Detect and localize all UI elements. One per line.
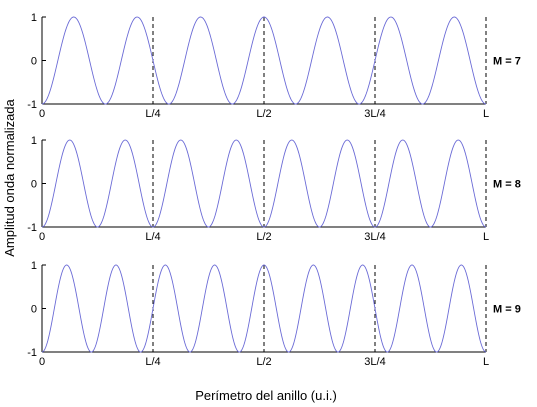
y-axis-title: Amplitud onda normalizada (2, 98, 17, 256)
panel-1-x-tick-label: L/4 (145, 108, 160, 120)
panel-3-y-tick-label: 0 (31, 304, 37, 316)
panel-1-x-tick-label: L (483, 108, 489, 120)
panel-3-y-tick-label: 1 (31, 260, 37, 272)
panel-1-y-tick-label: 0 (31, 56, 37, 68)
panel-2-x-tick-label: L/4 (145, 231, 160, 243)
panel-2-mode-label: M = 8 (493, 179, 521, 191)
panel-1-y-tick-label: 1 (31, 12, 37, 24)
panel-2-x-tick-label: L/2 (256, 231, 271, 243)
panel-2-y-tick-label: 1 (31, 135, 37, 147)
panel-3-mode-label: M = 9 (493, 304, 521, 316)
panel-1-x-tick-label: 0 (39, 108, 45, 120)
panel-1-y-tick-label: -1 (27, 99, 37, 111)
panel-3-x-tick-label: L (483, 356, 489, 368)
panel-3-y-tick-label: -1 (27, 347, 37, 359)
panel-2-y-tick-label: -1 (27, 222, 37, 234)
panel-1-mode-label: M = 7 (493, 56, 521, 68)
panel-1-x-tick-label: L/2 (256, 108, 271, 120)
panel-3-x-tick-label: L/2 (256, 356, 271, 368)
x-axis-title: Perímetro del anillo (u.i.) (195, 388, 337, 403)
panel-1-x-tick-label: 3L/4 (364, 108, 385, 120)
panel-3-x-tick-label: 3L/4 (364, 356, 385, 368)
panel-2-x-tick-label: L (483, 231, 489, 243)
panel-3-x-tick-label: 0 (39, 356, 45, 368)
panel-2-y-tick-label: 0 (31, 179, 37, 191)
panel-2-x-tick-label: 3L/4 (364, 231, 385, 243)
panel-3-x-tick-label: L/4 (145, 356, 160, 368)
panel-2-x-tick-label: 0 (39, 231, 45, 243)
